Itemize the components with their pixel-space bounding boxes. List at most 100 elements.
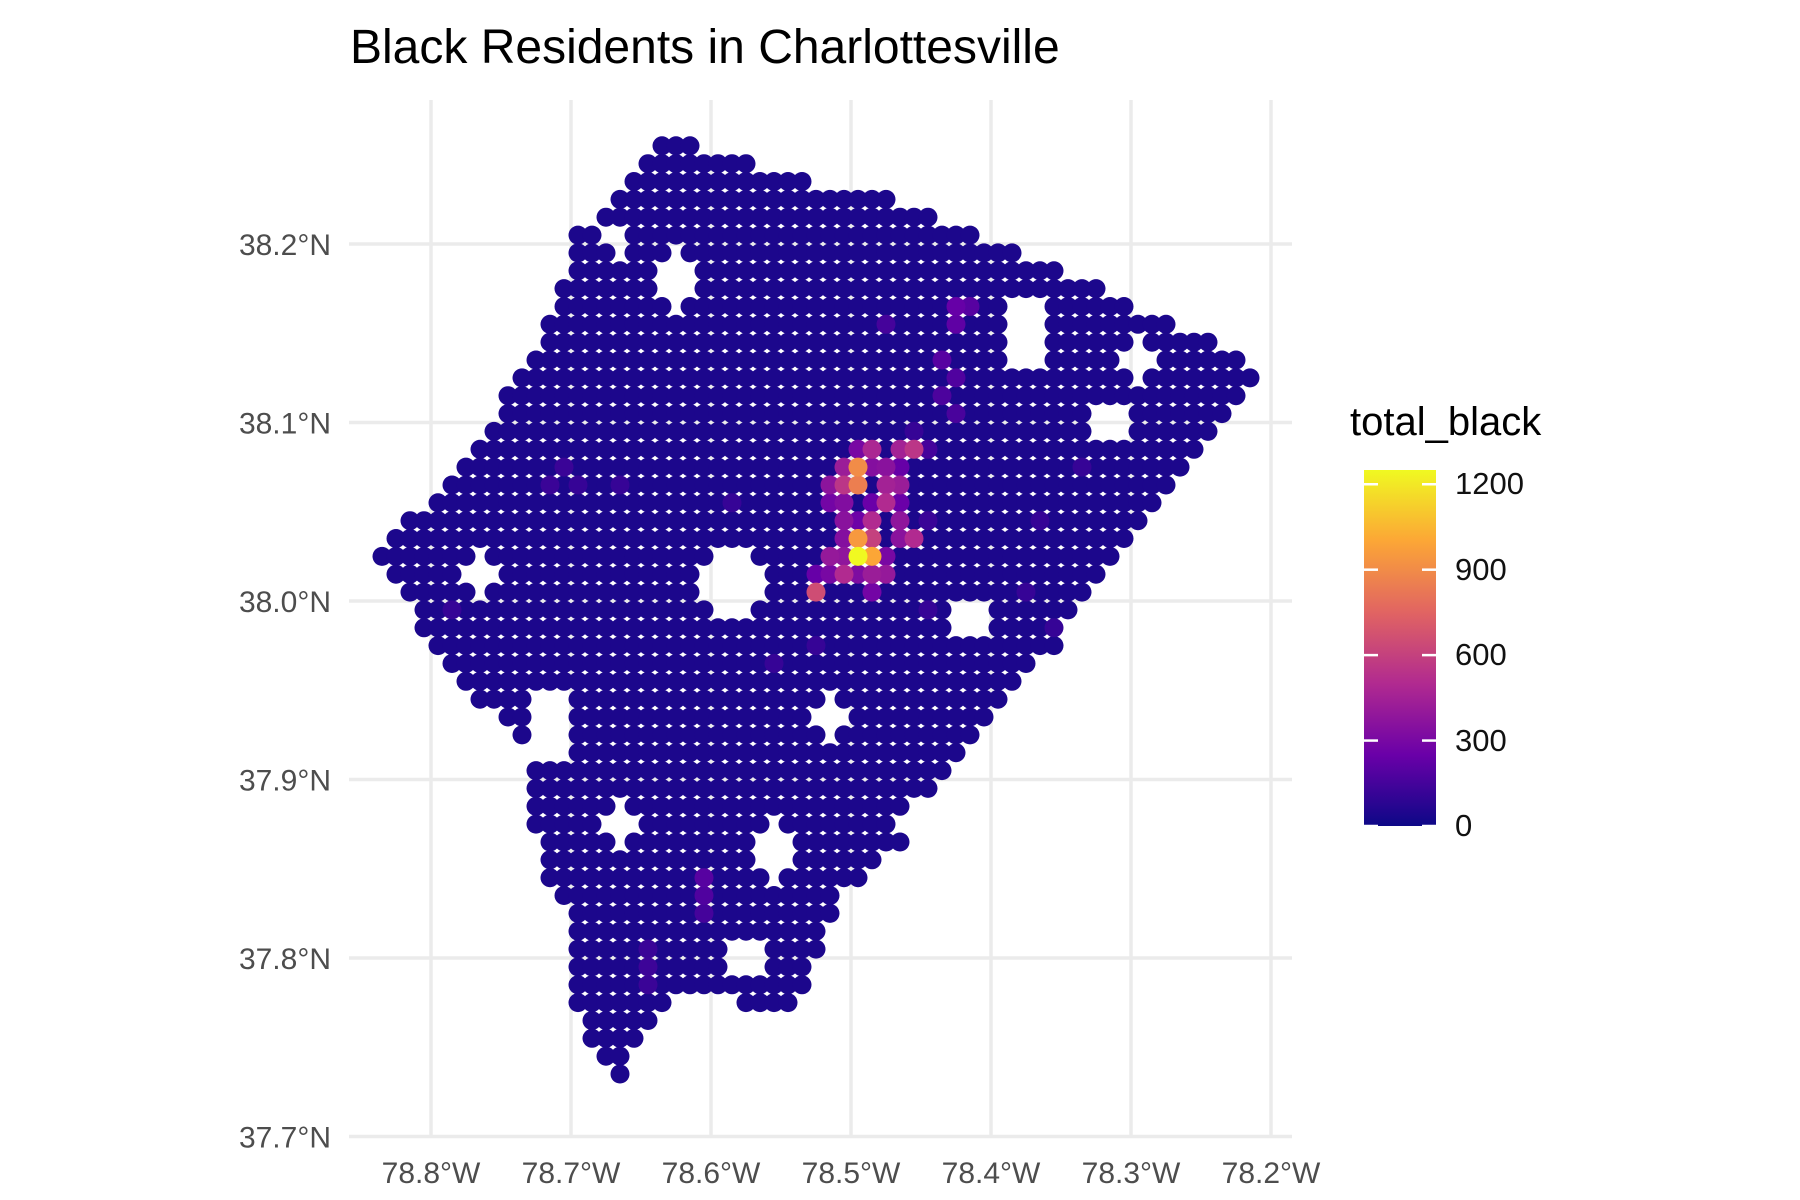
data-point xyxy=(582,636,602,656)
data-point xyxy=(722,368,742,388)
data-point xyxy=(988,529,1008,548)
data-point xyxy=(918,439,938,459)
data-point xyxy=(638,404,658,424)
data-point xyxy=(596,350,616,370)
data-point xyxy=(918,546,938,566)
data-point xyxy=(932,314,952,334)
data-point xyxy=(624,582,644,602)
data-point xyxy=(862,725,882,745)
data-point xyxy=(1044,279,1064,299)
data-point xyxy=(988,404,1008,424)
data-point xyxy=(666,154,686,174)
data-point xyxy=(568,725,588,745)
data-point xyxy=(666,368,686,388)
data-point xyxy=(1212,404,1232,424)
data-point xyxy=(470,493,490,513)
data-point xyxy=(806,297,826,316)
data-point xyxy=(792,761,812,781)
data-point xyxy=(946,457,966,477)
data-point xyxy=(932,475,952,495)
data-point xyxy=(484,511,504,531)
data-point xyxy=(974,421,994,441)
data-point xyxy=(750,671,770,691)
chart-title: Black Residents in Charlottesville xyxy=(350,21,1060,74)
data-point xyxy=(442,654,462,673)
data-point xyxy=(680,850,700,870)
data-point xyxy=(918,707,938,727)
data-point xyxy=(764,600,784,620)
data-point xyxy=(680,511,700,531)
data-point xyxy=(862,225,882,245)
data-point xyxy=(610,671,630,691)
data-point xyxy=(694,154,714,174)
data-point xyxy=(1184,404,1204,424)
data-point xyxy=(568,493,588,513)
data-point xyxy=(512,654,532,673)
data-point xyxy=(820,618,840,638)
x-tick-label: 78.4°W xyxy=(942,1157,1041,1190)
data-point xyxy=(918,743,938,763)
data-point xyxy=(610,421,630,441)
data-point xyxy=(806,368,826,388)
data-point xyxy=(736,814,756,834)
data-point xyxy=(848,189,868,209)
data-point xyxy=(1086,546,1106,566)
data-point xyxy=(848,832,868,852)
data-point xyxy=(596,957,616,977)
data-point xyxy=(610,297,630,316)
data-point xyxy=(1058,564,1078,584)
data-point xyxy=(484,457,504,477)
data-point xyxy=(764,743,784,763)
data-point xyxy=(834,386,854,406)
data-point xyxy=(624,671,644,691)
data-point xyxy=(820,546,840,566)
data-point xyxy=(792,618,812,638)
data-point xyxy=(610,886,630,905)
data-point xyxy=(582,993,602,1013)
data-point xyxy=(1072,511,1092,531)
data-point xyxy=(932,618,952,638)
data-point xyxy=(848,618,868,638)
data-point xyxy=(722,725,742,745)
data-point xyxy=(596,636,616,656)
data-point xyxy=(526,439,546,459)
data-point xyxy=(638,421,658,441)
data-point xyxy=(652,707,672,727)
data-point xyxy=(848,386,868,406)
data-point xyxy=(666,207,686,227)
data-point xyxy=(708,868,728,888)
data-point xyxy=(750,975,770,995)
data-point xyxy=(568,832,588,852)
data-point xyxy=(988,636,1008,656)
data-point xyxy=(904,671,924,691)
data-point xyxy=(708,350,728,370)
data-point xyxy=(666,939,686,959)
data-point xyxy=(666,332,686,352)
data-point xyxy=(820,636,840,656)
data-point xyxy=(540,761,560,781)
data-point xyxy=(806,546,826,566)
data-point xyxy=(904,725,924,745)
data-point xyxy=(960,457,980,477)
data-point xyxy=(876,796,896,816)
data-point xyxy=(568,850,588,870)
data-point xyxy=(540,368,560,388)
data-point xyxy=(1002,600,1022,620)
y-tick-label: 38.2°N xyxy=(239,229,331,262)
data-point xyxy=(862,761,882,781)
data-point xyxy=(694,850,714,870)
data-point xyxy=(946,689,966,709)
data-point xyxy=(638,207,658,227)
data-point xyxy=(820,511,840,531)
data-point xyxy=(666,743,686,763)
data-point xyxy=(792,421,812,441)
data-point xyxy=(526,350,546,370)
data-point xyxy=(1100,529,1120,548)
data-point xyxy=(1044,297,1064,316)
data-point xyxy=(680,225,700,245)
data-point xyxy=(680,743,700,763)
data-point xyxy=(820,903,840,923)
data-point xyxy=(960,386,980,406)
data-point xyxy=(778,386,798,406)
